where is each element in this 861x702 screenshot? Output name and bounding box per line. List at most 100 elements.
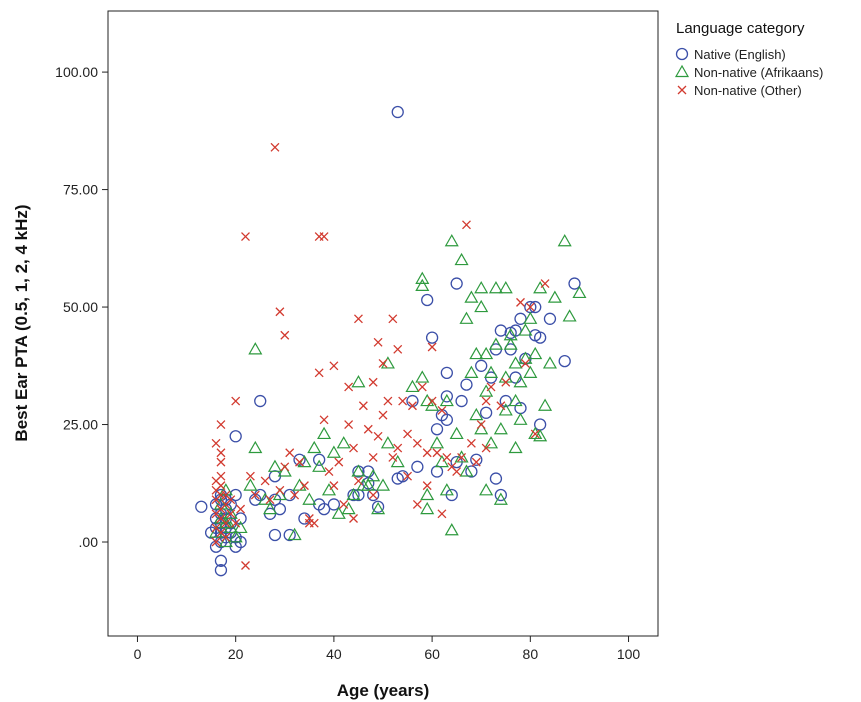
- data-point: [317, 426, 332, 440]
- data-point: [486, 382, 496, 392]
- data-point: [479, 406, 493, 419]
- data-point: [450, 277, 463, 290]
- x-tick-label: 20: [228, 646, 244, 662]
- data-point: [216, 471, 226, 481]
- data-point: [216, 457, 226, 467]
- x-tick-label: 60: [424, 646, 440, 662]
- data-point: [216, 481, 226, 491]
- data-point: [309, 518, 319, 528]
- data-point: [444, 234, 459, 247]
- data-point: [390, 454, 405, 468]
- data-point: [326, 445, 341, 458]
- data-point: [530, 429, 540, 439]
- data-point: [270, 142, 280, 152]
- data-point: [408, 401, 417, 411]
- legend-marker-circle: [675, 47, 689, 61]
- data-point: [248, 440, 263, 454]
- data-point: [503, 337, 518, 350]
- data-point: [425, 398, 440, 411]
- data-point: [415, 278, 430, 292]
- data-point: [415, 370, 430, 383]
- data-point: [368, 452, 378, 462]
- data-point: [469, 346, 484, 360]
- data-point: [327, 498, 341, 511]
- data-point: [411, 460, 424, 473]
- data-point: [299, 481, 309, 491]
- x-axis-title: Age (years): [337, 681, 430, 700]
- data-point: [494, 488, 508, 502]
- data-point: [349, 443, 358, 453]
- data-point: [366, 469, 381, 482]
- data-point: [228, 530, 243, 543]
- data-point: [420, 393, 435, 407]
- data-point: [520, 358, 530, 368]
- data-point: [223, 520, 238, 534]
- data-point: [258, 492, 273, 505]
- data-point: [568, 277, 581, 290]
- data-point: [489, 472, 503, 485]
- data-point: [488, 337, 503, 350]
- data-point: [368, 490, 378, 500]
- data-point: [434, 454, 449, 468]
- data-point: [523, 311, 538, 324]
- data-point: [432, 448, 442, 458]
- data-point: [353, 314, 363, 324]
- data-point: [499, 394, 512, 408]
- data-point: [226, 495, 236, 505]
- data-point: [290, 490, 300, 500]
- data-point: [420, 501, 435, 515]
- data-point: [460, 378, 473, 391]
- data-point: [466, 438, 476, 448]
- data-point: [501, 377, 511, 387]
- data-point: [250, 490, 260, 500]
- data-point: [368, 377, 378, 387]
- data-point: [542, 356, 557, 369]
- data-point: [229, 430, 242, 443]
- data-point: [444, 523, 459, 536]
- legend-items: Native (English) Non-native (Afrikaans) No…: [674, 47, 823, 98]
- data-point: [476, 420, 486, 429]
- data-point: [260, 476, 270, 486]
- legend: Language category Native (English) Non-na…: [674, 20, 823, 98]
- data-point: [484, 365, 499, 378]
- data-point: [558, 354, 571, 368]
- data-point: [275, 485, 285, 495]
- data-point: [285, 448, 295, 458]
- data-point: [572, 285, 587, 299]
- legend-title: Language category: [676, 20, 805, 37]
- y-tick-label: 75.00: [63, 182, 98, 198]
- y-tick-label: 50.00: [63, 299, 98, 315]
- data-point: [547, 290, 562, 303]
- data-point: [469, 407, 484, 421]
- data-point: [353, 476, 363, 486]
- data-point: [457, 452, 467, 462]
- data-point: [523, 365, 538, 378]
- data-point: [265, 495, 275, 505]
- data-point: [351, 375, 366, 388]
- data-point: [508, 356, 523, 369]
- data-point: [475, 359, 488, 372]
- data-point: [358, 401, 368, 411]
- data-point: [398, 396, 408, 406]
- data-point: [339, 499, 349, 509]
- data-point: [430, 423, 444, 436]
- data-point: [223, 506, 238, 519]
- data-point: [470, 453, 483, 466]
- data-point: [307, 440, 322, 454]
- data-point: [481, 443, 491, 453]
- data-point: [280, 330, 290, 340]
- data-point: [405, 379, 420, 393]
- data-point: [214, 564, 228, 577]
- data-point: [268, 528, 282, 542]
- data-point: [378, 410, 388, 420]
- data-point: [233, 520, 248, 534]
- data-point: [533, 331, 547, 344]
- data-point: [440, 413, 453, 426]
- data-point: [329, 361, 339, 371]
- legend-label: Native (English): [694, 47, 786, 62]
- data-point: [341, 501, 356, 515]
- data-point: [493, 492, 508, 505]
- data-point: [218, 516, 233, 529]
- data-point: [346, 487, 361, 501]
- x-tick-label: 80: [523, 646, 539, 662]
